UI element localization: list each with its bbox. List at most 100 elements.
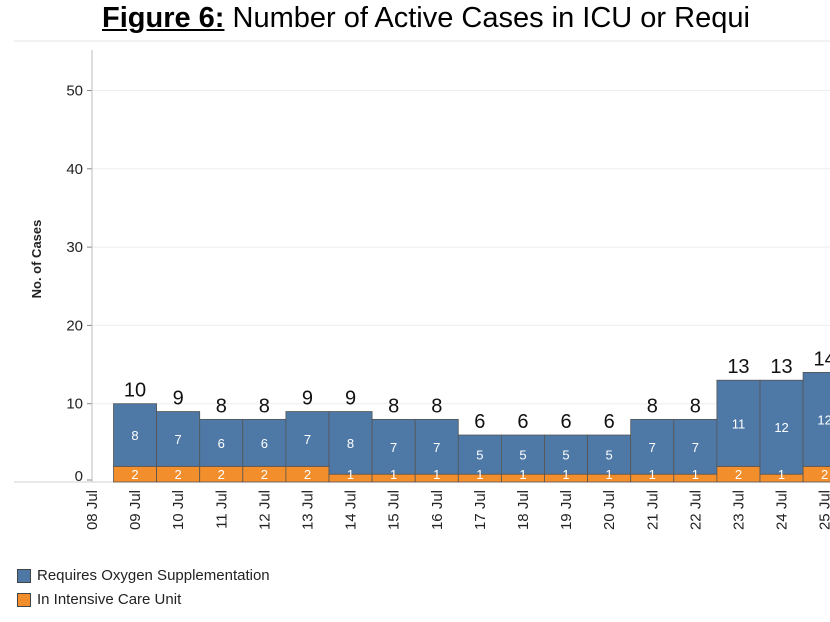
bar-oxygen [199, 418, 244, 467]
data-label-total: 6 [517, 411, 528, 433]
data-label-total: 9 [173, 388, 184, 410]
data-label-oxygen: 7 [390, 440, 397, 455]
legend-label-oxygen: Requires Oxygen Supplementation [37, 567, 270, 584]
data-label-oxygen: 7 [304, 432, 311, 447]
chart-title-figure-number: Figure 6: [102, 2, 225, 34]
data-label-icu: 2 [175, 467, 182, 482]
data-label-oxygen: 5 [606, 448, 613, 463]
data-label-total: 6 [604, 411, 615, 433]
data-label-icu: 1 [606, 467, 613, 482]
y-tick-label: 40 [66, 161, 83, 178]
x-tick-label: 25 Jul [817, 490, 830, 530]
legend-swatch-icu [17, 592, 31, 607]
data-label-total: 9 [345, 388, 356, 410]
data-label-oxygen: 6 [261, 436, 268, 451]
x-tick-label: 24 Jul [774, 490, 791, 530]
data-label-icu: 1 [519, 467, 526, 482]
data-label-icu: 1 [476, 467, 483, 482]
data-label-icu: 2 [735, 467, 742, 482]
data-label-oxygen: 8 [347, 436, 354, 451]
y-tick-label: 10 [66, 396, 83, 413]
legend-label-icu: In Intensive Care Unit [37, 591, 182, 608]
data-label-oxygen: 7 [649, 440, 656, 455]
data-label-oxygen: 8 [131, 428, 138, 443]
data-label-oxygen: 12 [774, 420, 788, 435]
data-label-icu: 1 [390, 467, 397, 482]
y-tick-label: 20 [66, 317, 83, 334]
x-tick-label: 11 Jul [213, 490, 230, 529]
x-tick-label: 16 Jul [429, 490, 446, 530]
data-label-icu: 1 [433, 467, 440, 482]
data-label-icu: 2 [261, 467, 268, 482]
x-tick-label: 12 Jul [256, 490, 273, 530]
data-label-total: 8 [647, 395, 658, 417]
x-tick-label: 14 Jul [343, 490, 360, 530]
bar-oxygen [802, 371, 830, 467]
data-label-total: 6 [474, 411, 485, 433]
bar-oxygen [500, 434, 545, 475]
data-label-total: 6 [560, 411, 571, 433]
y-axis-ticks: 0 10 20 30 40 50 [66, 83, 92, 485]
chart-title: Figure 6: Number of Active Cases in ICU … [102, 2, 750, 35]
data-label-total: 10 [124, 380, 146, 402]
stacked-bar-chart: No. of Cases 0 10 20 30 40 50 2 8 10 2 7 9 2 6 8 2 6 8 2 7… [14, 40, 830, 530]
data-label-oxygen: 5 [519, 448, 526, 463]
data-label-icu: 2 [821, 467, 828, 482]
bar-oxygen [544, 434, 588, 475]
data-label-icu: 1 [562, 467, 569, 482]
x-tick-label: 23 Jul [730, 490, 747, 530]
y-tick-label: 30 [66, 239, 83, 256]
bar-oxygen [457, 434, 502, 475]
data-label-total: 8 [259, 395, 270, 417]
bar-oxygen [716, 379, 761, 467]
data-label-icu: 1 [692, 467, 699, 482]
bar-oxygen [328, 411, 373, 475]
data-label-total: 9 [302, 388, 313, 410]
data-label-total: 13 [770, 356, 792, 378]
bar-oxygen [371, 418, 416, 475]
data-label-oxygen: 6 [218, 436, 225, 451]
x-tick-label: 18 Jul [515, 490, 532, 530]
data-label-oxygen: 7 [175, 432, 182, 447]
data-label-oxygen: 11 [732, 416, 746, 431]
y-tick-label: 50 [66, 83, 83, 100]
bar-oxygen [673, 418, 718, 475]
y-axis-label: No. of Cases [29, 220, 44, 299]
x-tick-label: 09 Jul [127, 490, 144, 530]
data-label-oxygen: 5 [562, 448, 569, 463]
data-label-oxygen: 7 [692, 440, 699, 455]
x-tick-label: 17 Jul [472, 490, 489, 530]
bar-oxygen [285, 411, 330, 467]
data-label-icu: 1 [649, 467, 656, 482]
legend-swatch-oxygen [17, 568, 31, 583]
data-label-total: 14 [814, 348, 830, 370]
data-label-oxygen: 12 [817, 412, 830, 427]
x-axis-ticks: 08 Jul 09 Jul 10 Jul 11 Jul 12 Jul 13 Jul 14 J… [84, 490, 830, 530]
x-tick-label: 21 Jul [644, 490, 661, 530]
bars: 2 8 10 2 7 9 2 6 8 2 6 8 2 7 9 1 8 9 1 7 8 1 7 8 1 5 6 1 5 6 1 5 6 1 5 6 1 7 8… [113, 348, 830, 483]
data-label-total: 8 [388, 395, 399, 417]
data-label-icu: 2 [304, 467, 311, 482]
x-tick-label: 15 Jul [386, 490, 403, 530]
bar-oxygen [759, 379, 804, 475]
legend-item-icu: In Intensive Care Unit [17, 591, 181, 608]
x-tick-label: 10 Jul [170, 490, 187, 530]
bar-oxygen [414, 418, 459, 475]
data-label-icu: 1 [347, 467, 354, 482]
bar-oxygen [113, 403, 157, 467]
data-label-total: 13 [727, 356, 749, 378]
data-label-oxygen: 5 [476, 448, 483, 463]
x-tick-label: 13 Jul [299, 490, 316, 530]
x-tick-label: 19 Jul [558, 490, 575, 530]
data-label-total: 8 [431, 395, 442, 417]
x-tick-label: 20 Jul [601, 490, 618, 530]
bar-oxygen [587, 434, 632, 475]
data-label-total: 8 [690, 395, 701, 417]
chart-title-text: Number of Active Cases in ICU or Requi [224, 2, 750, 34]
data-label-oxygen: 7 [433, 440, 440, 455]
y-tick-label: 0 [75, 468, 83, 485]
x-tick-label: 08 Jul [84, 490, 101, 530]
data-label-icu: 2 [131, 467, 138, 482]
data-label-total: 8 [216, 395, 227, 417]
data-label-icu: 2 [218, 467, 225, 482]
